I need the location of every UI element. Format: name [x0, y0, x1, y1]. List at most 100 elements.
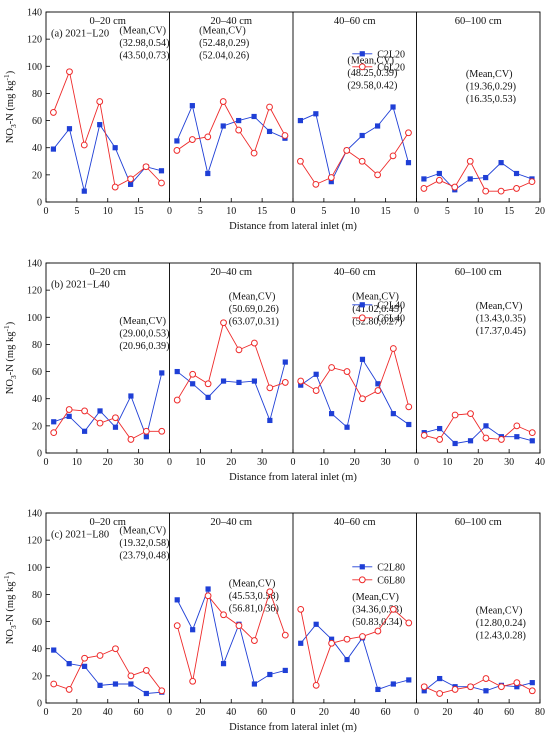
data-point: [343, 147, 351, 154]
y-tick-label: 40: [32, 143, 42, 154]
data-point: [420, 431, 428, 439]
panel-a: 0 20 40 60 80 100 120 140 0 5 10 15 0 5 10 15 0 5 10 15 0 5 10…: [2, 8, 545, 233]
data-point: [405, 160, 412, 166]
x-tick-label: 40: [226, 707, 236, 718]
data-point: [267, 671, 273, 678]
legend-marker: [359, 302, 365, 308]
data-point: [282, 667, 288, 674]
x-tick-label: 15: [134, 206, 144, 217]
data-point: [173, 396, 181, 404]
x-tick-label: 10: [195, 457, 205, 468]
y-tick-label: 140: [27, 8, 42, 19]
x-tick-label: 20: [72, 707, 82, 718]
data-point: [529, 680, 535, 686]
layer-title: 20–40 cm: [210, 267, 252, 278]
data-point: [405, 129, 412, 137]
x-tick-label: 15: [257, 206, 267, 217]
mean-cv-annotation: (23.79,0.48): [119, 550, 169, 561]
y-axis-label-part: NO: [5, 379, 16, 395]
legend-marker: [358, 576, 366, 584]
y-axis-label-part: 3: [9, 124, 18, 128]
data-point: [406, 677, 412, 683]
mean-cv-annotation: (Mean,CV): [352, 292, 399, 303]
x-axis-label: Distance from lateral inlet (m): [229, 221, 357, 232]
data-point: [513, 679, 521, 687]
data-point: [297, 605, 305, 613]
mean-cv-annotation: (Mean,CV): [476, 605, 523, 616]
data-point: [328, 364, 335, 371]
mean-cv-annotation: (56.81,0.36): [229, 603, 279, 614]
x-tick-label: 40: [103, 707, 113, 718]
data-point: [205, 170, 211, 177]
x-tick-label: 10: [72, 457, 82, 468]
mean-cv-annotation: (43.50,0.73): [119, 51, 169, 62]
y-tick-label: 80: [32, 89, 42, 100]
data-point: [266, 128, 273, 135]
series-line: [176, 590, 286, 682]
x-tick-label: 0: [167, 707, 172, 718]
x-tick-label: 15: [504, 206, 514, 217]
data-point: [96, 98, 104, 105]
x-tick-label: 20: [195, 707, 205, 718]
data-point: [50, 429, 58, 437]
data-point: [128, 681, 134, 687]
data-point: [451, 686, 459, 693]
mean-cv-annotation: (Mean,CV): [119, 26, 166, 37]
y-axis-label-part: -N (mg kg: [5, 581, 16, 625]
data-point: [498, 683, 505, 691]
data-point: [281, 631, 289, 639]
panel-c: 0 20 40 60 80 100 120 140 0 20 40 60 0 20 40 60 0 20 40 60 0…: [2, 509, 545, 734]
y-tick-label: 120: [27, 536, 42, 547]
layer-title: 60–100 cm: [455, 517, 502, 528]
data-point: [96, 419, 104, 427]
data-point: [375, 686, 381, 693]
y-axis-label-part: NO: [5, 128, 16, 144]
data-point: [390, 104, 396, 110]
x-tick-label: 30: [134, 457, 144, 468]
series-C6L20: [50, 68, 536, 195]
legend-label: C2L40: [377, 300, 405, 311]
panel-label: (c) 2021−L80: [51, 529, 109, 540]
x-tick-label: 0: [414, 457, 419, 468]
data-point: [97, 408, 103, 414]
data-point: [127, 175, 134, 183]
x-tick-label: 0: [291, 206, 296, 217]
data-point: [374, 171, 381, 179]
data-point: [80, 141, 88, 149]
x-tick-label: 10: [442, 457, 452, 468]
data-point: [81, 663, 88, 669]
legend-marker: [358, 314, 366, 322]
legend-marker: [359, 564, 365, 570]
x-tick-label: 60: [504, 707, 514, 718]
data-point: [50, 109, 57, 116]
mean-cv-annotation: (Mean,CV): [229, 578, 276, 589]
x-tick-label: 10: [319, 457, 329, 468]
data-point: [220, 123, 226, 129]
data-point: [327, 174, 335, 181]
layer-title: 60–100 cm: [455, 267, 502, 278]
data-point: [436, 436, 444, 443]
layer-title: 0–20 cm: [90, 16, 126, 27]
data-point: [389, 152, 397, 160]
data-point: [451, 411, 459, 419]
data-point: [173, 622, 181, 630]
y-axis-label-part: -N (mg kg: [5, 80, 16, 124]
data-point: [420, 683, 428, 691]
data-point: [158, 168, 165, 174]
data-point: [467, 176, 473, 182]
y-axis-label-part: -1: [2, 575, 11, 581]
x-axis-label: Distance from lateral inlet (m): [229, 472, 357, 483]
data-point: [97, 682, 103, 688]
series-line: [300, 608, 410, 688]
y-tick-label: 20: [32, 170, 42, 181]
data-point: [528, 687, 536, 695]
data-point: [359, 395, 366, 403]
data-point: [128, 393, 134, 399]
data-point: [50, 146, 57, 152]
data-point: [297, 157, 304, 165]
data-point: [143, 690, 149, 697]
data-point: [174, 368, 180, 375]
data-point: [344, 656, 350, 663]
x-tick-label: 10: [103, 206, 113, 217]
